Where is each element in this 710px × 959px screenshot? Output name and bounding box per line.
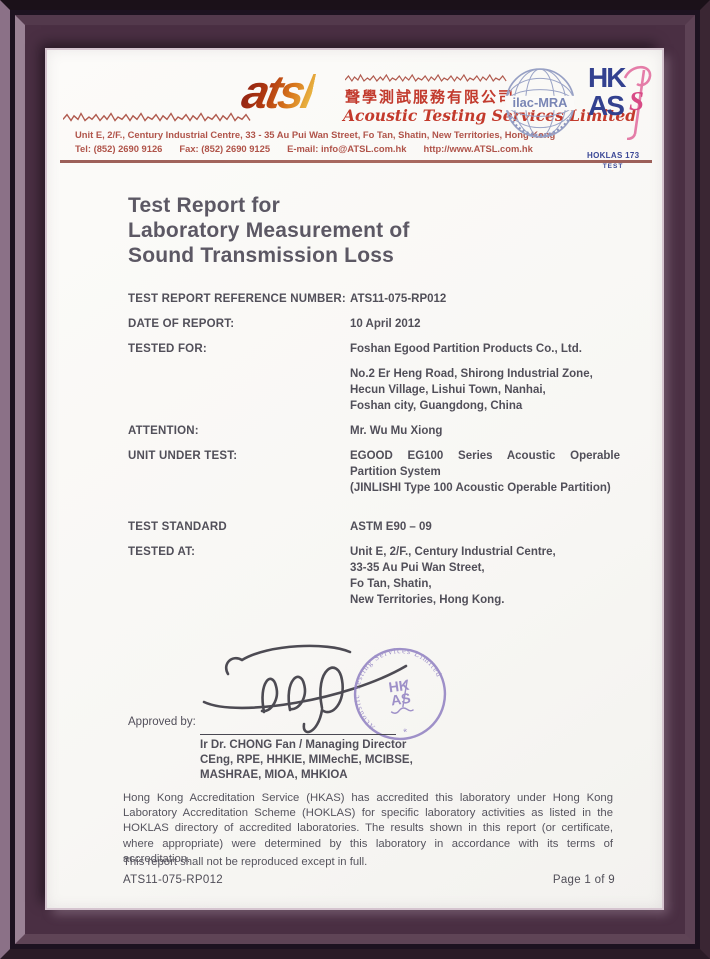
signature-line — [200, 734, 396, 735]
svg-text:AS: AS — [588, 90, 624, 121]
field-tested-for: TESTED FOR: Foshan Egood Partition Produ… — [128, 341, 620, 357]
report-title: Test Report for Laboratory Measurement o… — [128, 193, 548, 268]
stamp-as: AS — [390, 691, 412, 710]
page-footer-row: ATS11-075-RP012 Page 1 of 9 — [123, 874, 615, 886]
field-label: TESTED FOR: — [128, 343, 207, 355]
picture-frame-bevel: atsl 聲學測試服務有限公司 Acoustic Testing Service… — [15, 15, 695, 944]
field-tested-at: TESTED AT: Unit E, 2/F., Century Industr… — [128, 544, 620, 608]
field-test-standard: TEST STANDARD ASTM E90 – 09 — [128, 519, 620, 535]
report-fields: TEST REPORT REFERENCE NUMBER: ATS11-075-… — [128, 291, 620, 617]
field-label — [128, 366, 350, 414]
stamp-star: * — [403, 727, 408, 738]
hkas-logo: HK AS S HOKLAS 173 TEST — [587, 62, 665, 170]
field-label: TEST STANDARD — [128, 521, 227, 533]
picture-frame-groove: atsl 聲學測試服務有限公司 Acoustic Testing Service… — [10, 10, 700, 949]
field-value: ATS11-075-RP012 — [350, 293, 447, 305]
company-name-chinese: 聲學測試服務有限公司 — [345, 89, 516, 106]
field-value: No.2 Er Heng Road, Shirong Industrial Zo… — [350, 368, 593, 412]
field-value: Mr. Wu Mu Xiong — [350, 425, 443, 437]
field-value: EGOOD EG100 Series Acoustic Operable Par… — [350, 450, 620, 494]
picture-frame-core: atsl 聲學測試服務有限公司 Acoustic Testing Service… — [25, 25, 685, 934]
approval-section: Approved by: — [128, 640, 620, 792]
page-number: Page 1 of 9 — [552, 874, 615, 886]
field-label: UNIT UNDER TEST: — [128, 450, 238, 462]
report-title-line3: Sound Transmission Loss — [128, 244, 394, 267]
company-tel: Tel: (852) 2690 9126 — [75, 143, 163, 154]
field-client-address: No.2 Er Heng Road, Shirong Industrial Zo… — [128, 366, 620, 414]
field-label: TEST REPORT REFERENCE NUMBER: — [128, 293, 346, 305]
field-unit-under-test: UNIT UNDER TEST: EGOOD EG100 Series Acou… — [128, 448, 620, 496]
waveform-line-left — [63, 112, 251, 122]
field-report-reference: TEST REPORT REFERENCE NUMBER: ATS11-075-… — [128, 291, 620, 307]
hkas-mark: HK AS S — [588, 62, 652, 141]
approver-name-and-qualifications: Ir Dr. CHONG Fan / Managing Director CEn… — [200, 739, 413, 781]
report-title-line1: Test Report for — [128, 194, 280, 217]
field-label: ATTENTION: — [128, 425, 199, 437]
waveform-line-right — [345, 73, 507, 83]
svg-text:HK: HK — [588, 62, 626, 93]
report-title-line2: Laboratory Measurement of — [128, 219, 410, 242]
company-contact-line: Tel: (852) 2690 9126 Fax: (852) 2690 912… — [75, 143, 635, 154]
approved-by-label: Approved by: — [128, 716, 196, 728]
field-attention: ATTENTION: Mr. Wu Mu Xiong — [128, 423, 620, 439]
hoklas-test-label: TEST — [602, 163, 624, 170]
hkas-accreditation-statement: Hong Kong Accreditation Service (HKAS) h… — [123, 792, 613, 865]
company-address: Unit E, 2/F., Century Industrial Centre,… — [75, 129, 556, 140]
field-label: DATE OF REPORT: — [128, 318, 235, 330]
reproduction-note: This report shall not be reproduced exce… — [123, 856, 368, 868]
company-stamp: Acoustic Testing Services Limited * HK A… — [346, 640, 450, 741]
field-date-of-report: DATE OF REPORT: 10 April 2012 — [128, 316, 620, 332]
company-email: E-mail: info@ATSL.com.hk — [287, 143, 407, 154]
hkas-s-glyph: S — [629, 86, 644, 116]
field-value: Unit E, 2/F., Century Industrial Centre,… — [350, 546, 556, 606]
company-fax: Fax: (852) 2690 9125 — [179, 143, 271, 154]
report-page: atsl 聲學測試服務有限公司 Acoustic Testing Service… — [47, 50, 662, 908]
ilac-mra-label: ilac-MRA — [513, 95, 568, 110]
ilac-mra-logo: ilac-MRA — [505, 68, 575, 138]
company-website: http://www.ATSL.com.hk — [423, 143, 533, 154]
report-reference-number: ATS11-075-RP012 — [123, 874, 223, 886]
company-name-english: Acoustic Testing Services Limited — [343, 106, 637, 125]
field-value: 10 April 2012 — [350, 318, 421, 330]
header-divider-rule — [60, 160, 652, 163]
field-value: Foshan Egood Partition Products Co., Ltd… — [350, 343, 582, 355]
signature — [202, 644, 408, 734]
field-value: ASTM E90 – 09 — [350, 521, 432, 533]
field-label: TESTED AT: — [128, 546, 196, 558]
